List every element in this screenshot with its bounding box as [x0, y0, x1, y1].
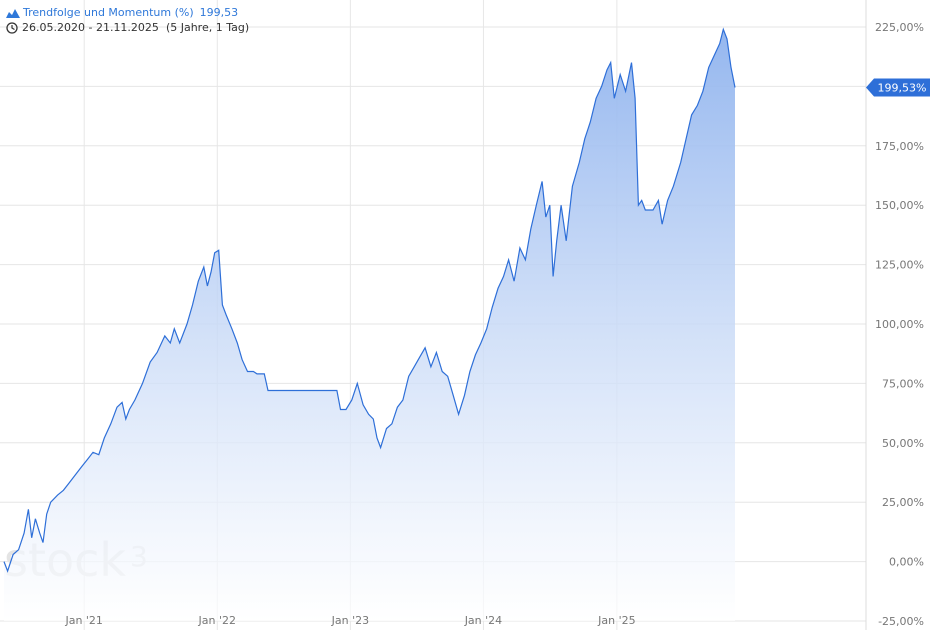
legend-series-value: 199,53 [199, 6, 239, 19]
y-axis-tick-labels: 225,00% 175,00% 150,00% 125,00% 100,00% 75,00… [875, 21, 924, 628]
last-value-badge-shape [866, 78, 930, 97]
series-area-fill [4, 29, 735, 621]
x-tick-label: Jan '21 [64, 614, 102, 627]
y-tick-label: -25,00% [878, 615, 924, 628]
y-tick-label: 50,00% [882, 437, 924, 450]
x-tick-label: Jan '23 [331, 614, 369, 627]
legend-range-detail: (5 Jahre, 1 Tag) [165, 21, 250, 34]
last-value-badge-text: 199,53% [878, 82, 927, 95]
chart-legend: Trendfolge und Momentum (%) 199,53 26.05… [6, 5, 249, 35]
y-tick-label: 175,00% [875, 140, 924, 153]
legend-date-range: 26.05.2020 - 21.11.2025 [22, 21, 159, 34]
y-tick-label: 125,00% [875, 259, 924, 272]
y-tick-label: 0,00% [889, 556, 924, 569]
x-tick-label: Jan '25 [597, 614, 635, 627]
series-line[interactable] [3, 27, 736, 573]
y-tick-label: 225,00% [875, 21, 924, 34]
y-tick-label: 25,00% [882, 496, 924, 509]
y-tick-label: 75,00% [882, 377, 924, 390]
y-tick-label: 150,00% [875, 199, 924, 212]
x-tick-label: Jan '24 [464, 614, 502, 627]
mountain-chart-icon [6, 8, 20, 18]
x-axis-tick-labels: Jan '21 Jan '22 Jan '23 Jan '24 Jan '25 [64, 614, 635, 627]
legend-series-row[interactable]: Trendfolge und Momentum (%) 199,53 [6, 5, 249, 20]
y-tick-label: 100,00% [875, 318, 924, 331]
clock-icon [6, 21, 18, 34]
legend-range-row: 26.05.2020 - 21.11.2025 (5 Jahre, 1 Tag) [6, 20, 249, 35]
last-value-badge: 199,53% [866, 78, 930, 97]
legend-series-name: Trendfolge und Momentum (%) [23, 6, 194, 19]
x-tick-label: Jan '22 [198, 614, 236, 627]
